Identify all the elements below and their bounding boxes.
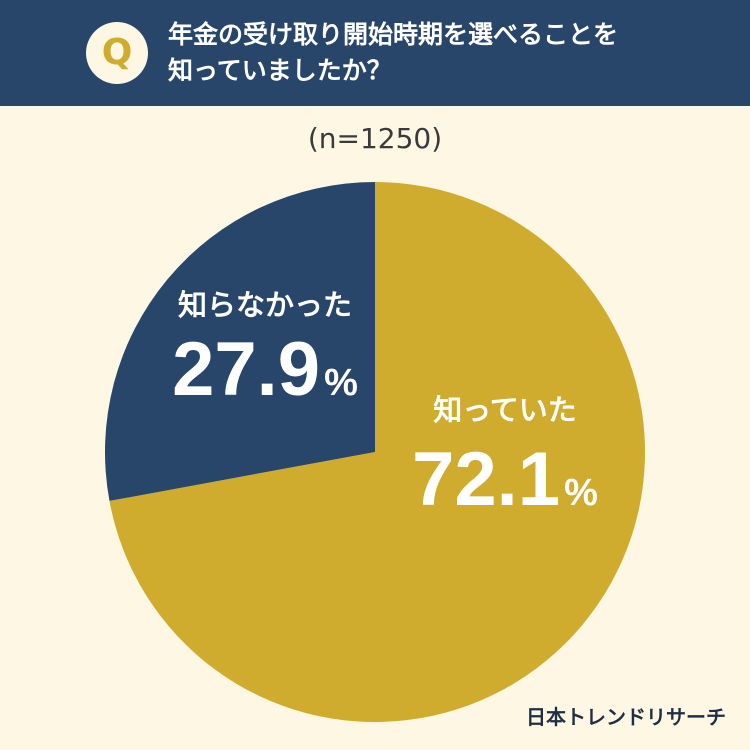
pie-slice-knew — [109, 182, 645, 722]
q-badge: Q — [86, 22, 148, 84]
pie-slice-did-not-know — [104, 182, 375, 501]
slice-value-did-not-know: 27.9% — [172, 327, 358, 412]
question-text: 年金の受け取り開始時期を選べることを 知っていましたか？ — [168, 17, 728, 89]
q-badge-letter: Q — [101, 32, 133, 73]
question-line-2: 知っていましたか？ — [168, 56, 392, 85]
slice-label-did-not-know: 知らなかった — [178, 288, 352, 322]
slice-value-knew: 72.1% — [412, 437, 598, 522]
brand-logo-text: 日本トレンドリサーチ — [526, 705, 726, 729]
question-line-1: 年金の受け取り開始時期を選べることを — [168, 20, 619, 49]
sample-size: (n=1250) — [307, 122, 443, 155]
slice-label-knew: 知っていた — [433, 393, 577, 427]
question-header: Q 年金の受け取り開始時期を選べることを 知っていましたか？ — [0, 0, 750, 106]
